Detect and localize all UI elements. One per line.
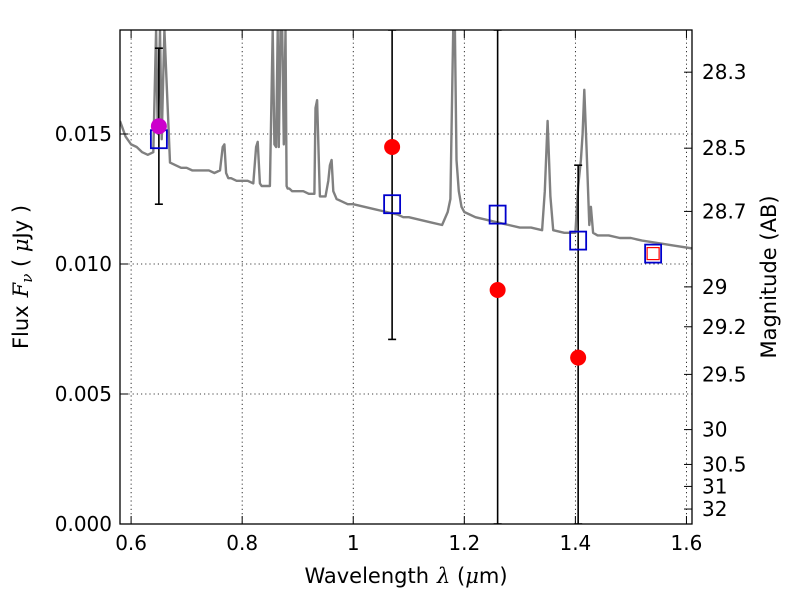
y2-tick-label: 30.5: [702, 452, 747, 476]
y-axis-label: FluxFν ( μJy ): [9, 205, 36, 349]
y2-tick-label: 29: [702, 275, 727, 299]
y2-tick-label: 28.5: [702, 136, 747, 160]
y2-axis-label: Magnitude (AB): [757, 195, 781, 358]
x-tick-label: 1.2: [448, 531, 480, 555]
y2-tick-label: 29.5: [702, 362, 747, 386]
observed-point: [570, 349, 587, 366]
x-tick-label: 0.6: [115, 531, 147, 555]
upper-limit-square: [646, 247, 660, 261]
y-tick-label: 0.000: [55, 512, 112, 536]
model-photometry-square: [644, 243, 663, 264]
model-photometry-square: [488, 204, 507, 225]
grid-lines: [120, 30, 692, 524]
y2-tick-label: 28.3: [702, 60, 747, 84]
plot-area: [120, 30, 692, 524]
x-tick-label: 0.8: [226, 531, 258, 555]
x-axis-ticks: 0.6 0.8 1 1.2 1.4 1.6: [115, 30, 702, 555]
observed-point: [150, 118, 167, 135]
model-spectrum-line: [120, 30, 692, 250]
x-tick-label: 1.4: [559, 531, 591, 555]
x-tick-label: 1.6: [671, 531, 703, 555]
observed-point: [489, 282, 506, 298]
y-tick-label: 0.015: [55, 122, 112, 146]
y-axis-ticks: 0.000 0.005 0.010 0.015: [55, 122, 128, 536]
y2-tick-label: 29.2: [702, 315, 747, 339]
observed-point: [384, 139, 401, 155]
model-photometry-square: [383, 194, 402, 215]
y-tick-label: 0.005: [55, 382, 112, 406]
plot-frame: [119, 29, 693, 525]
y2-tick-label: 28.7: [702, 199, 747, 223]
y-tick-label: 0.010: [55, 252, 112, 276]
x-tick-label: 1: [347, 531, 360, 555]
y2-tick-label: 32: [702, 497, 727, 521]
y2-tick-label: 30: [702, 418, 727, 442]
model-photometry-square: [569, 230, 588, 251]
y2-tick-label: 31: [702, 474, 727, 498]
x-axis-label: Wavelength λ (μm): [304, 564, 507, 588]
